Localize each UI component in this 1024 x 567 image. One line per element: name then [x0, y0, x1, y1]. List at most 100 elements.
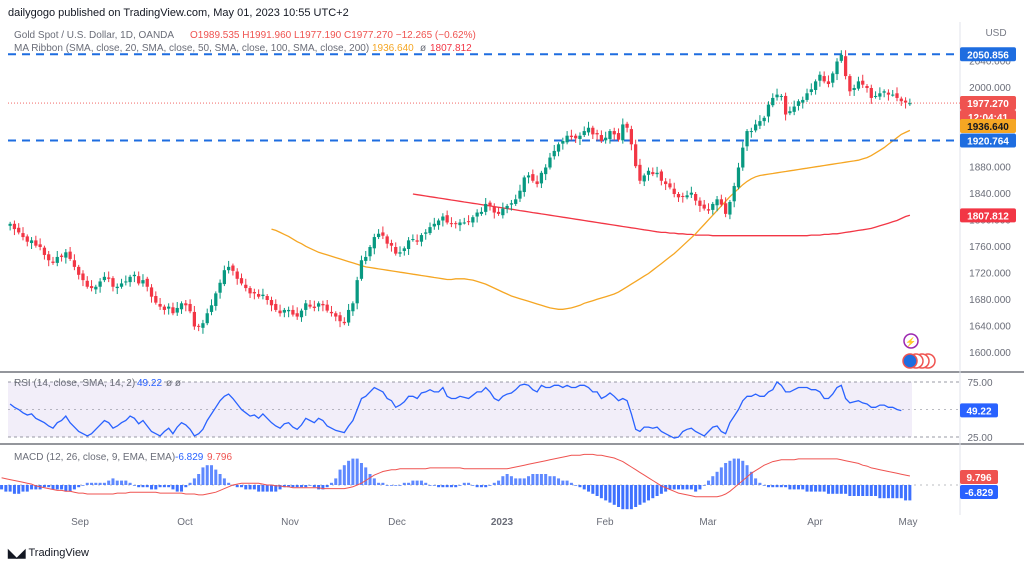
candle-body — [488, 202, 492, 206]
macd-hist-bar — [81, 485, 85, 486]
candle-body — [719, 199, 723, 205]
candle-body — [788, 111, 792, 114]
candle-body — [158, 303, 162, 307]
candle-body — [839, 54, 843, 61]
x-tick-label: 2023 — [491, 517, 514, 528]
macd-hist-bar — [419, 480, 423, 485]
candle-body — [796, 101, 801, 106]
candle-body — [698, 200, 702, 206]
macd-hist-bar — [784, 485, 788, 488]
candle-body — [561, 141, 565, 144]
macd-hist-bar — [197, 474, 201, 485]
candle-body — [132, 274, 137, 277]
macd-hist-bar — [732, 458, 736, 485]
candle-body — [205, 313, 209, 324]
macd-hist-bar — [359, 463, 363, 485]
candle-body — [848, 76, 852, 92]
macd-hist-bar — [904, 485, 908, 501]
candle-body — [25, 236, 29, 242]
candle-body — [218, 282, 222, 293]
macd-hist-bar — [826, 485, 830, 494]
ma200-price-tag: 1807.812 — [967, 211, 1009, 222]
tradingview-logo[interactable]: ◣◢ TradingView — [8, 546, 89, 560]
macd-hist-bar — [158, 485, 162, 488]
candle-body — [338, 315, 342, 322]
candle-body — [638, 164, 642, 181]
candle-body — [167, 306, 171, 309]
macd-legend-value: -6.829 — [175, 452, 204, 463]
macd-hist-bar — [291, 485, 295, 488]
macd-hist-bar — [779, 485, 783, 488]
macd-hist-bar — [8, 485, 12, 492]
candle-body — [55, 256, 59, 263]
rsi-label: RSI (14, close, SMA, 14, 2) — [14, 378, 135, 389]
macd-hist-bar — [505, 474, 509, 485]
candle-body — [162, 306, 167, 310]
macd-hist-bar — [192, 478, 196, 485]
candle-body — [244, 284, 248, 289]
macd-hist-bar — [775, 485, 779, 488]
macd-hist-bar — [608, 485, 612, 503]
candle-body — [732, 186, 736, 202]
candle-body — [471, 217, 475, 223]
macd-hist-bar — [107, 480, 111, 485]
macd-hist-bar — [321, 485, 325, 490]
macd-hist-bar — [64, 485, 68, 492]
macd-hist-bar — [98, 482, 102, 485]
candle-body — [141, 280, 145, 284]
ma200-price-tag-bg — [960, 208, 1016, 223]
macd-hist-bar — [128, 482, 132, 485]
candle-body — [394, 247, 398, 254]
rsi-value-tag: 49.22 — [966, 406, 991, 417]
macd-hist-bar — [908, 485, 912, 501]
candle-body — [655, 172, 659, 175]
candle-body — [616, 133, 621, 140]
lightning-icon — [903, 333, 919, 349]
candle-body — [792, 106, 796, 112]
macd-hist-bar — [257, 485, 261, 492]
macd-signal-line — [1, 453, 911, 498]
macd-hist-bar — [167, 485, 171, 488]
candle-body — [8, 223, 12, 226]
candle-body — [548, 157, 552, 168]
candle-body — [556, 144, 561, 152]
candle-body — [518, 190, 522, 199]
candle-body — [852, 88, 856, 90]
macd-hist-bar — [428, 485, 432, 486]
candle-body — [419, 235, 424, 242]
candle-body — [68, 251, 72, 259]
macd-value-tag: -6.829 — [965, 488, 994, 499]
resistance-price-tag-bg — [960, 47, 1016, 62]
macd-hist-bar — [141, 485, 145, 488]
macd-hist-bar — [492, 482, 496, 485]
macd-hist-bar — [647, 485, 651, 501]
macd-hist-bar — [886, 485, 890, 499]
ma50-price-tag: 1936.640 — [967, 122, 1009, 133]
candle-body — [462, 222, 466, 224]
ma50-price-tag-bg — [960, 118, 1016, 133]
macd-hist-bar — [612, 485, 616, 505]
candle-body — [368, 247, 372, 257]
candle-body — [689, 192, 693, 195]
macd-hist-bar — [458, 485, 462, 486]
candle-body — [235, 271, 239, 279]
candle-body — [282, 309, 286, 313]
y-tick-label: 1840.000 — [969, 189, 1011, 200]
candle-body — [599, 135, 604, 141]
signal-tag-bg — [960, 470, 998, 484]
candle-body — [17, 227, 21, 233]
candle-body — [274, 303, 278, 310]
macd-hist-bar — [329, 482, 333, 485]
candle-body — [715, 199, 719, 206]
candle-body — [831, 73, 835, 83]
macd-hist-bar — [539, 474, 543, 485]
candle-body — [801, 99, 805, 103]
macd-hist-bar — [531, 474, 535, 485]
candle-body — [145, 278, 149, 287]
macd-hist-bar — [278, 485, 282, 490]
rsi-level-label: 75.00 — [967, 378, 992, 389]
candle-body — [111, 278, 115, 287]
candle-body — [903, 100, 908, 103]
candle-body — [72, 260, 77, 267]
